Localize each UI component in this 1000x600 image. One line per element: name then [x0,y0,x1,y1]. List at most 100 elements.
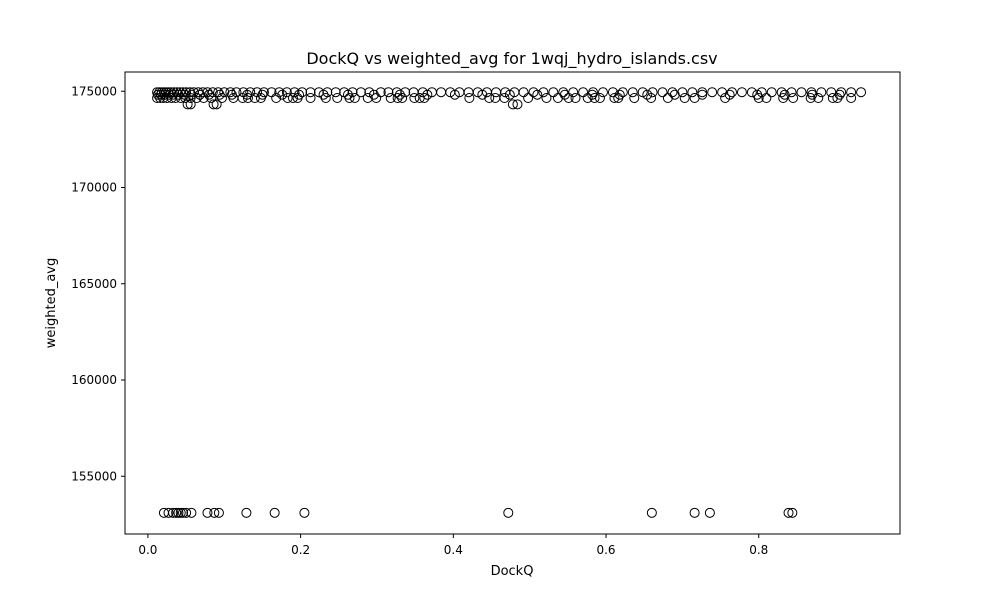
data-point [391,87,402,98]
data-point [364,87,375,98]
data-point [813,92,824,103]
data-point [175,92,186,103]
plot-frame [124,71,901,535]
data-point [186,507,197,518]
data-point [158,92,169,103]
data-point [490,92,501,103]
y-tick-label: 170000 [71,181,117,195]
data-point [646,92,657,103]
data-point [786,87,797,98]
data-point [836,87,847,98]
data-point [532,89,543,100]
data-point [173,89,184,100]
data-point [198,92,209,103]
data-point [669,89,680,100]
data-point [168,507,179,518]
data-point [568,87,579,98]
data-point [778,92,789,103]
data-point [277,89,288,100]
data-point [225,87,236,98]
data-point [687,87,698,98]
data-point [197,87,208,98]
data-point [191,92,202,103]
data-point [856,87,867,98]
data-point [162,92,172,103]
data-point [397,92,408,103]
data-point [538,87,549,98]
data-point [541,92,552,103]
data-point [609,92,620,103]
data-point [180,92,191,103]
data-point [170,92,181,103]
data-point [826,87,837,98]
data-point [589,92,600,103]
data-point [155,92,166,103]
data-point [255,92,266,103]
data-point [607,87,618,98]
data-point [552,92,563,103]
data-point [776,87,787,98]
data-point [330,87,341,98]
data-point [163,507,174,518]
data-point [464,92,475,103]
data-point [578,87,589,98]
data-point [512,99,523,110]
data-point [642,89,653,100]
data-point [613,92,624,103]
data-point [203,89,214,100]
y-tick-label: 155000 [71,469,117,483]
data-point [627,87,638,98]
data-point [211,99,222,110]
data-point [523,92,534,103]
data-point [787,507,798,518]
data-point [832,92,843,103]
data-point [662,92,673,103]
data-point [237,92,248,103]
data-point [394,89,405,100]
data-point [185,99,196,110]
data-point [299,507,310,518]
data-point [617,87,628,98]
data-point [287,92,298,103]
y-tick-label: 160000 [71,373,117,387]
data-point [171,507,182,518]
data-point [249,92,260,103]
data-point [846,87,857,98]
data-point [518,87,529,98]
data-point [208,99,219,110]
data-point [436,87,447,98]
data-point [484,92,495,103]
data-point [202,507,213,518]
data-point [582,92,593,103]
x-tick-label: 0.8 [749,543,768,557]
data-point [689,92,700,103]
data-point [213,87,224,98]
data-point [349,92,360,103]
data-point [355,87,366,98]
data-point [181,507,192,518]
data-point [252,87,263,98]
data-point [834,89,845,100]
x-tick-label: 0.6 [596,543,615,557]
data-point [846,92,857,103]
x-axis: 0.0 0.2 0.4 0.6 0.8 [138,534,768,557]
data-point [371,92,382,103]
data-point [419,92,430,103]
data-point [788,92,799,103]
data-point [362,92,373,103]
x-tick-label: 0.2 [291,543,310,557]
data-point [185,92,196,103]
data-point [761,92,772,103]
data-point [344,92,355,103]
data-point [216,92,227,103]
data-point [597,87,608,98]
data-point [736,87,747,98]
x-tick-label: 0.4 [444,543,463,557]
data-point [753,92,764,103]
data-point [717,87,728,98]
data-point [689,507,700,518]
data-point [271,92,282,103]
data-point [332,92,343,103]
data-point [175,507,186,518]
